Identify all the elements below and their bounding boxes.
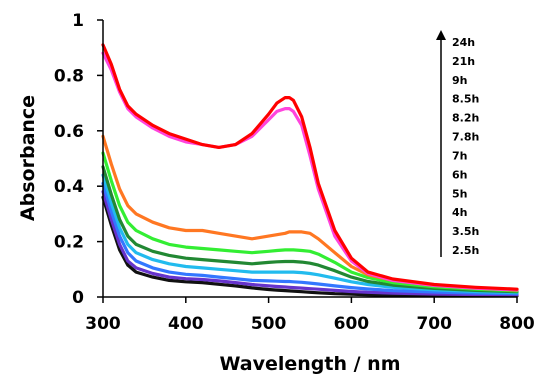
legend-entry: 8.5h: [452, 93, 479, 106]
x-axis-label: Wavelength / nm: [219, 353, 400, 375]
legend-entry: 6h: [452, 168, 468, 181]
series-line-8: [101, 190, 519, 297]
series-line-1: [101, 43, 519, 291]
y-axis-label: Absorbance: [17, 95, 39, 221]
series-line-7: [101, 181, 519, 296]
series-line-6: [101, 173, 519, 295]
legend-entry: 24h: [452, 36, 475, 49]
ticks: 300 400 500 600 700 800 0 0.2 0.4 0.6 0.8 1: [54, 11, 535, 334]
series-line-3: [101, 134, 519, 292]
legend-entry: 3.5h: [452, 225, 479, 238]
x-tick-label: 500: [251, 314, 287, 334]
y-tick-label: 0.8: [54, 66, 84, 86]
legend-entry: 4h: [452, 206, 468, 219]
legend-entry: 8.2h: [452, 112, 479, 125]
y-tick-label: 1: [72, 11, 84, 31]
legend-entry: 21h: [452, 55, 475, 68]
y-tick-label: 0.2: [54, 233, 84, 253]
legend-arrow-head-icon: [436, 30, 446, 40]
legend-entry: 5h: [452, 187, 468, 200]
series-line-5: [101, 165, 519, 294]
axes: [102, 20, 517, 298]
x-tick-label: 600: [334, 314, 370, 334]
series-line-9: [101, 195, 519, 298]
legend-entry: 7.8h: [452, 131, 479, 144]
legend: 24h 21h 9h 8.5h 8.2h 7.8h 7h 6h 5h 4h 3.5h 2.5h: [436, 30, 479, 257]
y-tick-label: 0: [72, 288, 84, 308]
legend-entry: 2.5h: [452, 244, 479, 257]
y-tick-label: 0.6: [54, 122, 84, 142]
legend-entry: 7h: [452, 149, 468, 162]
x-tick-label: 800: [499, 314, 535, 334]
legend-entry: 9h: [452, 74, 468, 87]
x-tick-label: 700: [416, 314, 452, 334]
y-tick-label: 0.4: [54, 177, 84, 197]
series-line-4: [101, 151, 519, 293]
x-tick-label: 300: [85, 314, 121, 334]
series-layer: [101, 43, 519, 298]
x-tick-label: 400: [168, 314, 204, 334]
